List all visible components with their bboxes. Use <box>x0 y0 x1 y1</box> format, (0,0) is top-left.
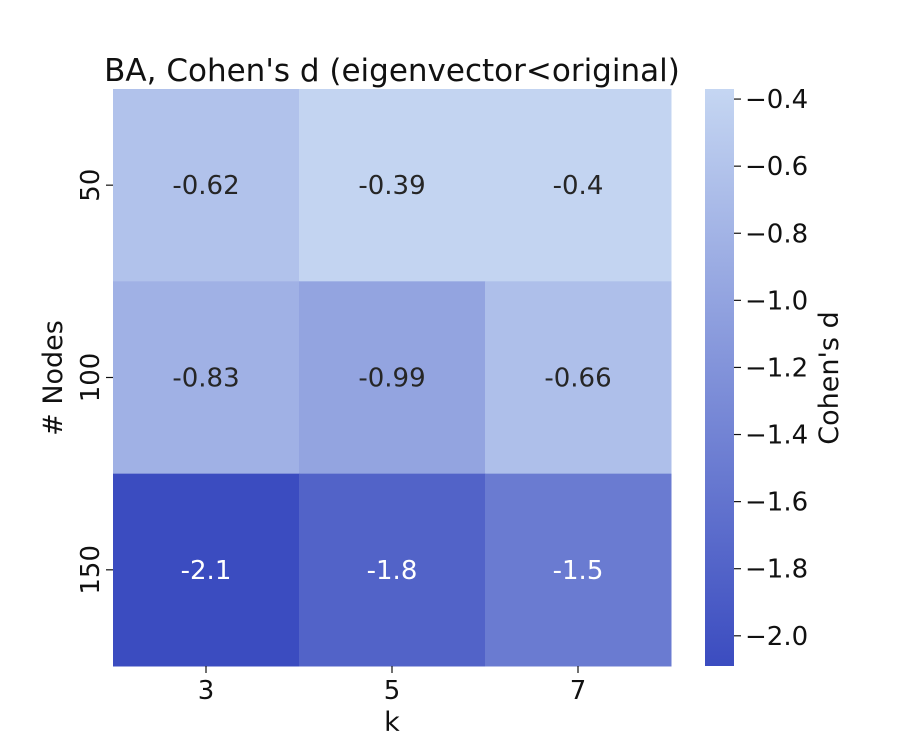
cell-value-label: -0.39 <box>358 171 425 201</box>
cell-value-label: -0.66 <box>544 363 611 393</box>
y-axis: 50 100 150 <box>76 169 113 595</box>
x-tick-label: 5 <box>384 676 401 706</box>
cell-value-label: -0.99 <box>358 363 425 393</box>
heatmap-cell <box>485 473 672 667</box>
colorbar-tick-label: −2.0 <box>745 622 808 652</box>
colorbar-tick-label: −0.6 <box>745 152 808 182</box>
heatmap-cell <box>113 281 300 475</box>
colorbar-tick-label: −1.2 <box>745 353 808 383</box>
cell-value-label: -0.83 <box>172 363 239 393</box>
colorbar-label: Cohen's d <box>814 311 845 444</box>
heatmap-cell <box>113 89 300 282</box>
colorbar-tick-label: −1.6 <box>745 488 808 518</box>
cell-value-label: -1.5 <box>553 556 604 586</box>
colorbar-ticks: −0.4 −0.6 −0.8 −1.0 −1.2 −1.4 −1.6 −1.8 −2.0 <box>734 85 808 652</box>
colorbar-tick-label: −1.8 <box>745 555 808 585</box>
heatmap-cell <box>113 473 300 667</box>
heatmap-cell <box>299 89 486 282</box>
cell-value-label: -2.1 <box>181 556 232 586</box>
chart-title: BA, Cohen's d (eigenvector<original) <box>104 53 680 89</box>
heatmap-cells: -0.62 -0.39 -0.4 -0.83 -0.99 -0.66 -2.1 -1.8 -1.… <box>113 89 672 667</box>
x-tick-label: 3 <box>198 676 215 706</box>
cell-value-label: -0.4 <box>553 171 604 201</box>
x-tick-label: 7 <box>570 676 587 706</box>
colorbar-tick-label: −1.0 <box>745 286 808 316</box>
heatmap-cell <box>299 473 486 667</box>
colorbar <box>705 89 734 666</box>
heatmap-cell <box>485 281 672 475</box>
y-tick-label: 100 <box>76 353 106 403</box>
x-axis: 3 5 7 <box>198 665 587 706</box>
cell-value-label: -0.62 <box>172 171 239 201</box>
heatmap-cell <box>485 89 672 282</box>
heatmap-cell <box>299 281 486 475</box>
cell-value-label: -1.8 <box>367 556 418 586</box>
y-tick-label: 150 <box>76 545 106 595</box>
colorbar-tick-label: −1.4 <box>745 421 808 451</box>
y-tick-label: 50 <box>76 169 106 202</box>
x-axis-label: k <box>384 707 400 738</box>
colorbar-tick-label: −0.4 <box>745 85 808 115</box>
colorbar-tick-label: −0.8 <box>745 219 808 249</box>
y-axis-label: # Nodes <box>38 320 69 436</box>
